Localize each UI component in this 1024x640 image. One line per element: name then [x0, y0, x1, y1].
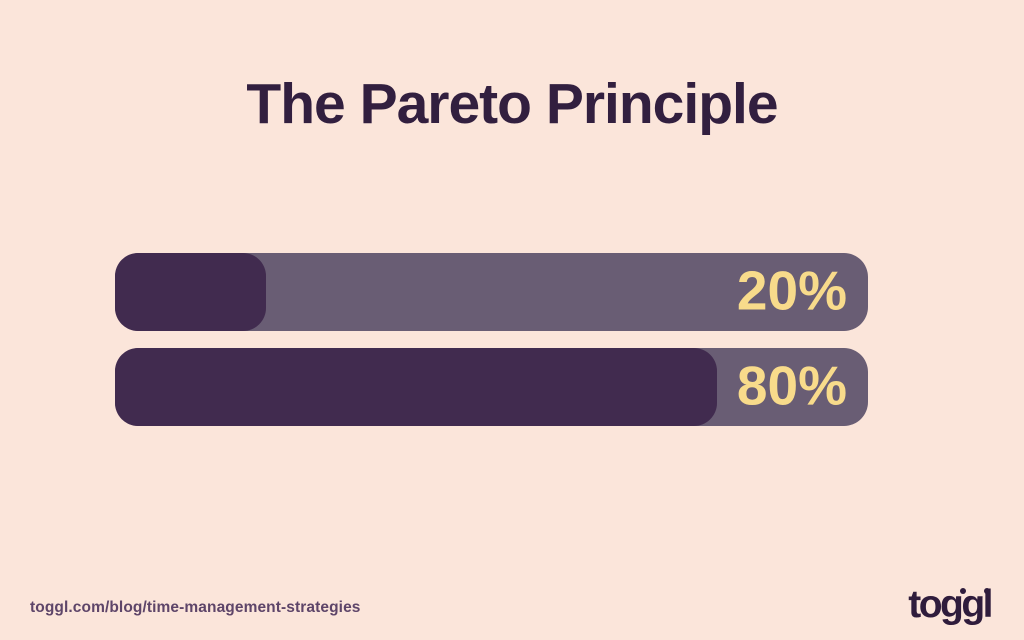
bar-fill-20 [115, 253, 266, 331]
bar-fill-80 [115, 348, 718, 426]
logo-dot-icon [960, 588, 967, 594]
bar-value-label-20: 20% [736, 259, 847, 322]
toggl-logo-text: toggl [908, 583, 993, 626]
toggl-logo: toggl [908, 583, 993, 626]
logo-dot-icon [984, 588, 991, 594]
bar-row-80: 80% [115, 348, 868, 426]
bar-chart: 20% 80% [115, 253, 868, 443]
page-title: The Pareto Principle [246, 72, 778, 136]
bar-row-20: 20% [115, 253, 868, 331]
source-url: toggl.com/blog/time-management-strategie… [30, 599, 361, 616]
bar-value-label-80: 80% [736, 354, 847, 417]
